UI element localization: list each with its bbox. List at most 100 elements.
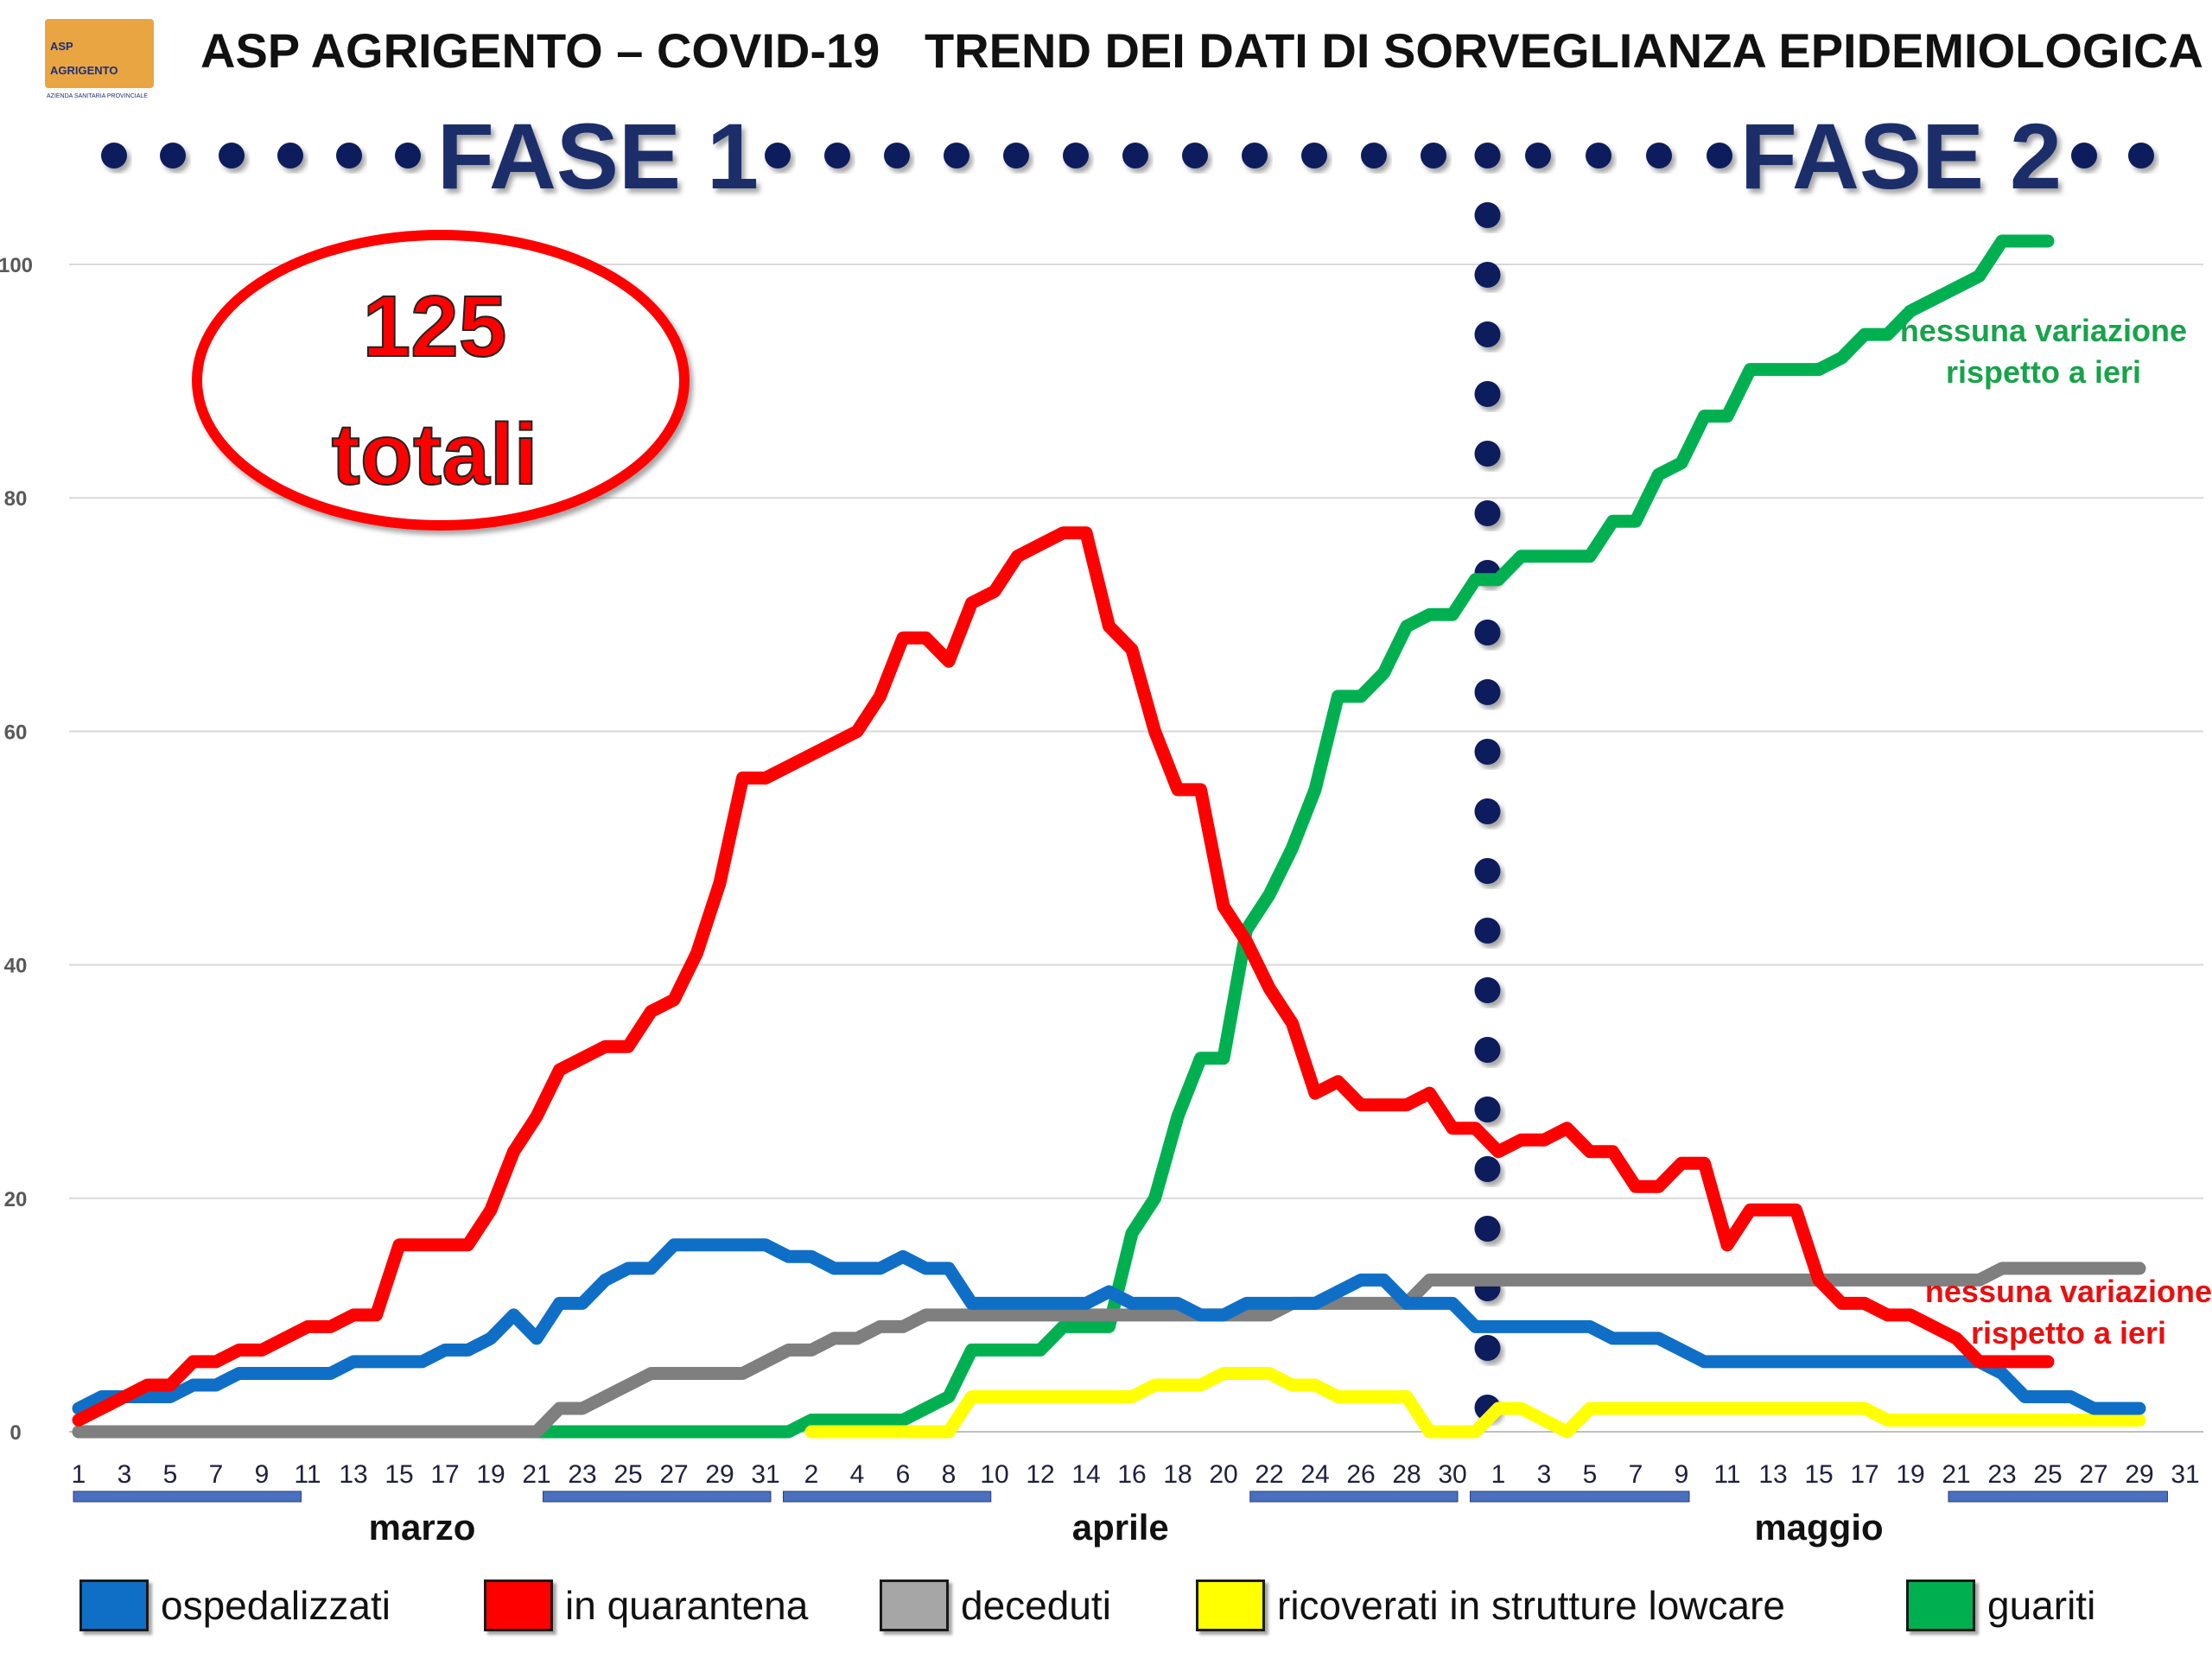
month-bar-right <box>1249 1491 1459 1503</box>
legend-swatch-ospedalizzati <box>79 1580 149 1631</box>
quarantena-annotation-line1: nessuna variazione <box>1925 1274 2212 1309</box>
legend-label-ospedalizzati: ospedalizzati <box>161 1583 391 1628</box>
x-tick-label: 8 <box>942 1460 957 1489</box>
x-tick-label: 29 <box>2125 1460 2153 1489</box>
phase-separator-dot <box>1474 500 1501 526</box>
x-tick-label: 1 <box>1491 1460 1506 1489</box>
phase-2-label: FASE 2 <box>1740 104 2062 208</box>
phase-separator-dot <box>1474 262 1501 288</box>
logo-subtitle: AZIENDA SANITARIA PROVINCIALE <box>47 93 148 99</box>
series-line-in-quarantena <box>72 526 2055 1427</box>
x-tick-label: 24 <box>1300 1460 1329 1489</box>
x-tick-label: 19 <box>1896 1460 1924 1489</box>
phase-dot <box>395 143 421 168</box>
x-tick-label: 14 <box>1071 1460 1100 1489</box>
x-tick-label: 11 <box>1713 1460 1740 1489</box>
phase-dot <box>2128 143 2154 168</box>
x-tick-label: 1 <box>72 1460 86 1489</box>
title-left: ASP AGRIGENTO – COVID-19 <box>200 23 880 78</box>
phase-dot <box>336 143 362 168</box>
x-tick-label: 19 <box>476 1460 505 1489</box>
x-tick-label: 15 <box>385 1460 413 1489</box>
total-badge-ellipse <box>192 230 690 531</box>
month-bar-left <box>1470 1491 1690 1503</box>
y-tick-label: 60 <box>4 721 28 744</box>
phase-dot <box>160 143 186 168</box>
x-tick-label: 13 <box>1758 1460 1787 1489</box>
x-tick-label: 17 <box>1850 1460 1878 1489</box>
phase-separator-dot <box>1474 918 1501 944</box>
legend-swatch-in-quarantena <box>484 1580 553 1631</box>
phase-dot <box>944 143 969 168</box>
total-badge-label: totali <box>332 406 538 503</box>
phase-dot <box>219 143 245 168</box>
y-tick-label: 100 <box>0 254 33 277</box>
phase-separator-dot <box>1474 1216 1501 1242</box>
x-tick-label: 13 <box>339 1460 367 1489</box>
guariti-annotation-line1: nessuna variazione <box>1900 313 2187 348</box>
x-tick-label: 20 <box>1209 1460 1237 1489</box>
total-badge-number: 125 <box>363 278 507 375</box>
month-bar-left <box>73 1491 302 1503</box>
legend-ospedalizzati: ospedalizzati <box>79 1578 391 1633</box>
phase-separator-dot <box>1474 441 1501 467</box>
phase-dot <box>1063 143 1089 168</box>
legend-swatch-ricoverati <box>1196 1580 1265 1631</box>
x-tick-label: 9 <box>255 1460 270 1489</box>
phase-dot <box>1586 143 1611 168</box>
x-tick-label: 21 <box>1942 1460 1970 1489</box>
guariti-annotation-line2: rispetto a ieri <box>1946 354 2141 390</box>
x-tick-label: 9 <box>1675 1460 1689 1489</box>
legend-deceduti: deceduti <box>880 1578 1111 1633</box>
month-label-maggio: maggio <box>1754 1507 1883 1548</box>
phase-dot <box>1003 143 1029 168</box>
phase-dot <box>1242 143 1268 168</box>
x-tick-label: 3 <box>118 1460 132 1489</box>
x-tick-label: 2 <box>804 1460 819 1489</box>
legend-swatch-deceduti <box>880 1580 949 1631</box>
month-label-marzo: marzo <box>369 1507 476 1548</box>
legend-in-quarantena: in quarantena <box>484 1578 808 1633</box>
phase-dot <box>1301 143 1327 168</box>
x-tick-label: 10 <box>980 1460 1008 1489</box>
phase-dot <box>1646 143 1672 168</box>
x-tick-label: 23 <box>1987 1460 2016 1489</box>
x-tick-label: 29 <box>705 1460 734 1489</box>
phase-separator-dot <box>1474 1156 1501 1182</box>
x-tick-label: 6 <box>896 1460 911 1489</box>
phase-dot <box>765 143 791 168</box>
x-tick-label: 23 <box>568 1460 596 1489</box>
legend-label-in-quarantena: in quarantena <box>565 1583 809 1628</box>
phase-1-label: FASE 1 <box>437 104 759 208</box>
x-tick-label: 27 <box>2079 1460 2107 1489</box>
x-tick-label: 30 <box>1438 1460 1466 1489</box>
phase-dot <box>824 143 850 168</box>
phase-separator-dot <box>1474 858 1501 884</box>
phase-dot <box>1182 143 1208 168</box>
phase-dot <box>1421 143 1446 168</box>
series-line-ospedalizzati <box>72 1238 2146 1415</box>
x-tick-label: 25 <box>613 1460 642 1489</box>
x-tick-label: 4 <box>850 1460 865 1489</box>
legend-swatch-guariti <box>1906 1580 1975 1631</box>
phase-separator-dot <box>1474 620 1501 645</box>
phase-separator-dot <box>1474 1037 1501 1063</box>
phase-separator-dot <box>1474 798 1501 824</box>
month-bar-right <box>1948 1491 2168 1503</box>
legend-guariti: guariti <box>1906 1578 2095 1633</box>
phase-separator-dot <box>1474 143 1501 168</box>
legend-ricoverati: ricoverati in strutture lowcare <box>1196 1578 1785 1633</box>
logo-line-1: ASP <box>50 40 73 53</box>
phase-dot <box>1122 143 1148 168</box>
quarantena-annotation-line2: rispetto a ieri <box>1971 1315 2166 1351</box>
month-label-aprile: aprile <box>1072 1507 1169 1548</box>
x-tick-label: 11 <box>294 1460 321 1489</box>
y-tick-label: 80 <box>4 487 28 511</box>
phase-dot <box>101 143 127 168</box>
x-tick-label: 7 <box>209 1460 224 1489</box>
phase-dot <box>1707 143 1732 168</box>
x-tick-label: 3 <box>1537 1460 1552 1489</box>
x-tick-label: 17 <box>430 1460 459 1489</box>
phase-dot <box>1361 143 1387 168</box>
phase-dot <box>2071 143 2097 168</box>
